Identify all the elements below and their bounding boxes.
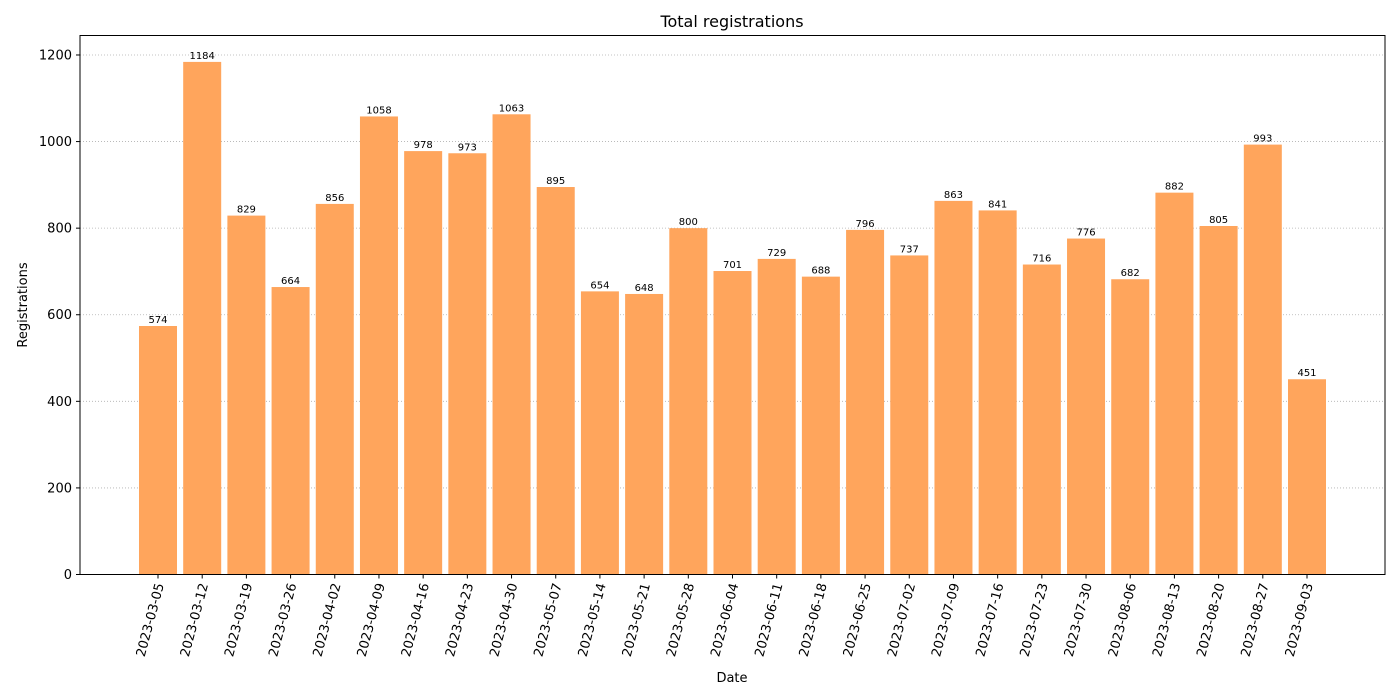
data-label: 1063 bbox=[499, 103, 524, 114]
data-label: 856 bbox=[325, 193, 344, 204]
y-tick-label: 0 bbox=[64, 568, 72, 583]
bar-2023-04-09 bbox=[359, 116, 398, 575]
y-tick-label: 600 bbox=[47, 308, 72, 323]
data-label: 716 bbox=[1032, 254, 1051, 265]
y-axis: 0 200 400 600 800 1000 1200 bbox=[39, 48, 80, 583]
data-label: 729 bbox=[767, 248, 786, 259]
data-label: 841 bbox=[988, 199, 1007, 210]
y-tick-label: 400 bbox=[47, 395, 72, 410]
data-label: 574 bbox=[148, 315, 167, 326]
plot-frame bbox=[79, 35, 1386, 575]
y-tick-label: 800 bbox=[47, 222, 72, 237]
bar-2023-04-16 bbox=[404, 151, 443, 575]
data-label: 978 bbox=[414, 140, 433, 151]
bar-2023-03-19 bbox=[227, 215, 266, 575]
bars-layer bbox=[138, 61, 1327, 575]
bar-2023-07-02 bbox=[890, 255, 929, 575]
bar-2023-05-21 bbox=[625, 293, 664, 575]
bar-2023-06-04 bbox=[713, 271, 752, 575]
bar-2023-06-18 bbox=[801, 276, 840, 575]
data-label: 829 bbox=[237, 205, 256, 216]
data-label: 800 bbox=[679, 217, 698, 228]
data-label: 796 bbox=[856, 219, 875, 230]
data-label: 805 bbox=[1209, 215, 1228, 226]
data-label: 648 bbox=[635, 283, 654, 294]
data-labels-layer: 574 1184 829 664 856 1058 978 973 1063 895 654 648 8… bbox=[148, 51, 1316, 379]
bar-2023-08-27 bbox=[1243, 144, 1282, 575]
data-label: 682 bbox=[1121, 268, 1140, 279]
bar-2023-08-20 bbox=[1199, 225, 1238, 575]
bar-2023-03-05 bbox=[138, 325, 178, 575]
bar-2023-05-07 bbox=[536, 187, 575, 575]
data-label: 1058 bbox=[366, 105, 391, 116]
data-label: 973 bbox=[458, 142, 477, 153]
y-tick-label: 1000 bbox=[39, 135, 72, 150]
data-label: 1184 bbox=[189, 51, 214, 62]
bar-2023-08-13 bbox=[1155, 192, 1194, 575]
data-label: 664 bbox=[281, 276, 300, 287]
bar-2023-05-28 bbox=[669, 228, 708, 575]
bar-2023-07-30 bbox=[1067, 238, 1106, 575]
data-label: 688 bbox=[811, 266, 830, 277]
data-label: 863 bbox=[944, 190, 963, 201]
bar-2023-08-06 bbox=[1111, 279, 1150, 575]
bar-2023-04-23 bbox=[448, 153, 487, 575]
data-label: 701 bbox=[723, 260, 742, 271]
x-axis-title: Date bbox=[716, 671, 747, 686]
bar-2023-03-12 bbox=[183, 61, 222, 575]
bar-2023-04-30 bbox=[492, 114, 531, 575]
data-label: 993 bbox=[1253, 134, 1272, 145]
data-label: 451 bbox=[1297, 368, 1316, 379]
y-tick-label: 200 bbox=[47, 481, 72, 496]
bar-2023-09-03 bbox=[1287, 379, 1327, 575]
data-label: 654 bbox=[590, 280, 609, 291]
bar-2023-05-14 bbox=[580, 291, 619, 575]
bar-2023-07-09 bbox=[934, 200, 973, 575]
data-label: 737 bbox=[900, 244, 919, 255]
bar-2023-06-25 bbox=[846, 229, 885, 575]
bar-2023-07-23 bbox=[1022, 264, 1061, 575]
bar-2023-06-11 bbox=[757, 258, 796, 575]
y-axis-title: Registrations bbox=[16, 262, 31, 347]
data-label: 895 bbox=[546, 176, 565, 187]
bar-2023-04-02 bbox=[315, 203, 354, 575]
bar-2023-03-26 bbox=[271, 287, 310, 575]
bar-2023-07-16 bbox=[978, 210, 1017, 575]
y-tick-label: 1200 bbox=[39, 48, 72, 63]
chart-title: Total registrations bbox=[659, 12, 803, 31]
data-label: 776 bbox=[1076, 228, 1095, 239]
data-label: 882 bbox=[1165, 182, 1184, 193]
